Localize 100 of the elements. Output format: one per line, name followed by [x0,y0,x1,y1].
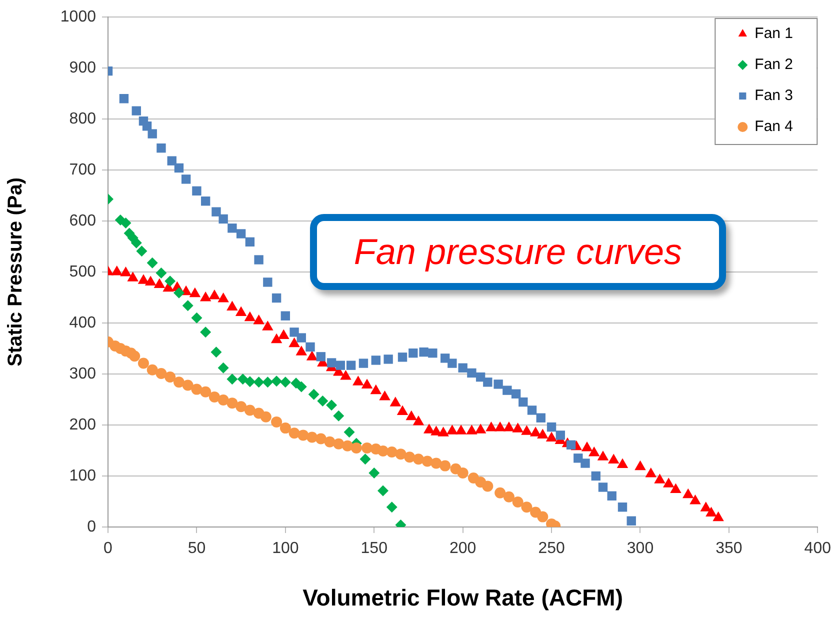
point [254,255,264,264]
point [537,511,548,522]
point [290,328,299,337]
legend-label: Fan 1 [754,25,794,42]
point [384,354,393,364]
point [226,398,238,409]
point [546,422,556,432]
point [536,413,546,422]
point [503,491,514,502]
point [518,397,528,407]
y-tick-label: 400 [69,314,96,332]
point [512,496,524,508]
y-tick-label: 600 [69,212,96,230]
point [146,364,158,376]
point [344,426,355,438]
point [192,186,202,196]
y-tick-label: 900 [69,59,96,76]
point [138,358,149,369]
y-tick-label: 0 [87,518,96,536]
point [298,430,309,441]
x-tick-label: 400 [804,540,832,558]
point [404,452,416,463]
point [377,485,388,496]
point [377,446,388,457]
point [422,456,433,467]
point [120,218,132,229]
point [598,482,608,492]
point [173,376,184,388]
annotation: Fan pressure curves [310,214,726,290]
y-tick-label: 300 [69,365,96,382]
point [317,396,328,407]
point [164,372,176,383]
point [208,391,220,402]
point [326,400,338,411]
point [326,358,336,368]
point [483,378,492,387]
point [482,480,494,492]
point [200,196,210,206]
x-tick-label: 200 [449,540,476,558]
point [428,348,438,358]
y-tick-label: 800 [69,110,96,128]
point [272,293,282,303]
point [146,257,158,268]
point [626,516,636,526]
point [167,156,176,166]
point [236,229,246,238]
point [342,440,354,452]
point [280,376,291,388]
point [245,237,255,247]
point [296,333,306,342]
point [142,122,152,131]
y-tick-label: 500 [69,263,96,280]
point [182,300,194,312]
point [119,94,129,104]
point [218,394,229,406]
point [181,174,191,184]
point [580,458,590,468]
point [350,442,362,454]
legend-label: Fan 2 [754,56,794,74]
point [430,458,442,469]
point [191,384,202,395]
point [398,352,408,362]
point [262,376,274,388]
point [244,404,256,416]
x-tick-label: 300 [626,540,654,558]
point [210,346,222,358]
point [263,278,272,287]
point [527,406,537,415]
point [156,143,166,153]
point [521,502,532,513]
point [253,376,264,388]
point [591,471,600,481]
point [218,362,229,374]
legend-label: Fan 4 [754,118,794,136]
point [419,347,428,357]
x-axis-title: Volumetric Flow Rate (ACFM) [302,584,623,611]
point [458,363,468,372]
point [316,352,326,362]
point [368,467,380,478]
point [200,386,212,398]
x-tick-label: 350 [716,540,742,558]
x-tick-label: 50 [188,540,206,558]
point [358,358,368,368]
point [296,381,307,392]
point [336,360,346,370]
legend-label: Fan 3 [754,87,794,104]
point [174,163,184,173]
point [130,237,142,248]
point [308,388,320,400]
x-tick-label: 150 [360,540,388,558]
point [511,389,521,398]
y-tick-label: 700 [69,161,96,178]
point [148,129,157,138]
point [288,428,300,439]
point [333,410,344,422]
point [182,380,194,391]
point [346,360,356,370]
point [200,326,212,338]
point [333,438,344,450]
x-tick-label: 250 [538,540,565,558]
